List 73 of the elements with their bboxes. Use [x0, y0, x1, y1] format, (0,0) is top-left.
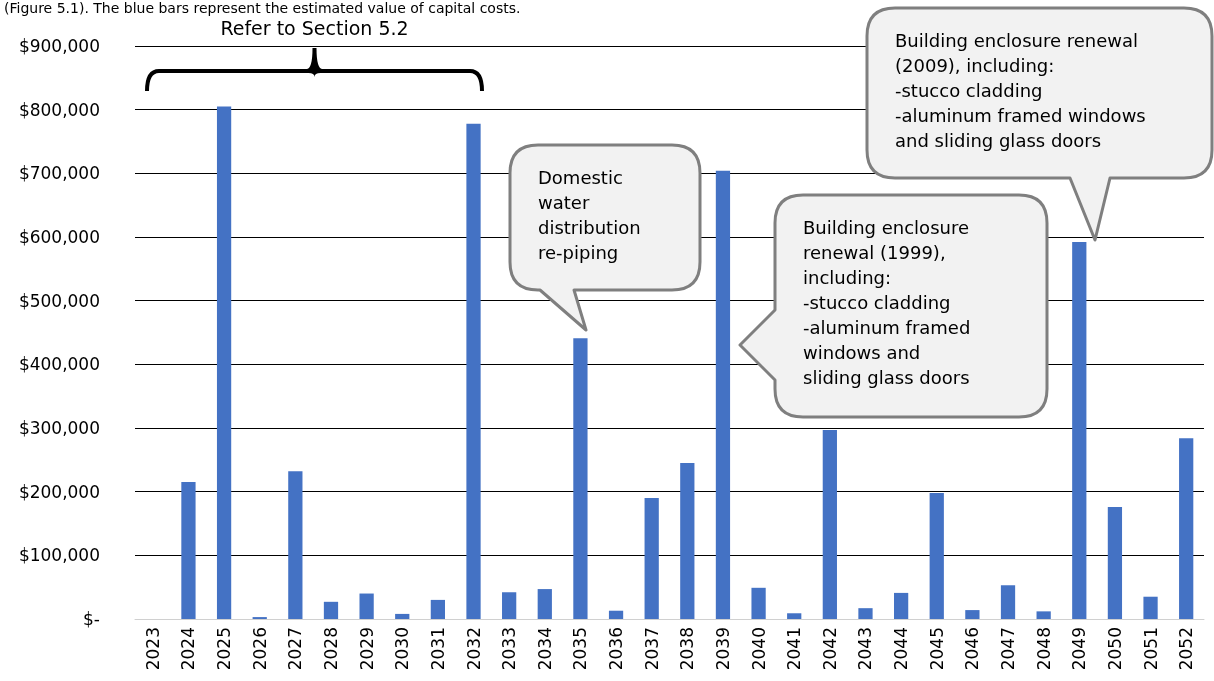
x-tick-label: 2045	[926, 627, 947, 671]
bar	[359, 593, 374, 619]
x-tick-label: 2038	[677, 627, 698, 671]
bar	[216, 106, 232, 619]
x-tick-label: 2046	[962, 627, 983, 671]
x-tick-label: 2036	[606, 627, 627, 671]
x-tick-label: 2037	[641, 627, 662, 671]
x-tick-label: 2047	[998, 627, 1019, 671]
bar	[466, 123, 481, 619]
x-tick-label: 2032	[463, 627, 484, 671]
x-tick-label: 2030	[392, 627, 413, 671]
bar	[502, 592, 517, 619]
bar	[893, 592, 909, 619]
x-tick-label: 2043	[855, 627, 876, 671]
bar	[573, 338, 588, 619]
annotation: Building enclosure renewal (2009), including: -stucco cladding -aluminum framed windows and sliding glass doors	[895, 29, 1146, 153]
text: Refer to Section 5.2	[219, 17, 410, 39]
bar	[644, 498, 659, 619]
y-tick-label: $900,000	[18, 36, 100, 56]
x-tick-label: 2031	[427, 627, 448, 671]
y-tick-label: $400,000	[18, 354, 100, 375]
bar	[1107, 506, 1123, 619]
x-tick-label: 2048	[1033, 627, 1054, 671]
annotation: Building enclosure renewal (1999), including: -stucco cladding -aluminum framed windows and sliding glass doors	[803, 216, 971, 390]
bar	[288, 471, 303, 619]
x-tick-label: 2025	[214, 627, 235, 671]
bar	[1036, 611, 1051, 619]
y-tick-label: $100,000	[18, 545, 100, 566]
bar	[822, 429, 837, 619]
y-tick-label: $600,000	[18, 227, 100, 247]
x-tick-label: 2050	[1104, 627, 1125, 671]
x-tick-label: 2039	[712, 627, 733, 671]
x-tick-label: 2042	[819, 627, 840, 671]
bar	[395, 613, 410, 619]
x-tick-label: 2028	[320, 627, 341, 671]
bar	[751, 587, 766, 619]
bar	[858, 608, 873, 619]
x-tick-label: 2024	[178, 627, 199, 671]
annotation: Domestic water distribution re-piping	[538, 166, 641, 265]
bar	[787, 613, 802, 619]
x-tick-label: 2035	[570, 627, 591, 671]
bar	[1072, 242, 1087, 619]
bar	[537, 589, 552, 619]
y-tick-label: $200,000	[18, 481, 100, 502]
bar	[608, 610, 624, 619]
y-tick-label: $300,000	[18, 418, 100, 438]
x-tick-label: 2026	[249, 627, 270, 671]
bar	[965, 610, 980, 619]
bar	[680, 463, 695, 619]
x-tick-label: 2052	[1176, 627, 1197, 671]
bar	[181, 482, 196, 619]
x-tick-label: 2034	[534, 627, 555, 671]
x-tick-label: 2051	[1140, 627, 1161, 671]
bar	[1143, 596, 1158, 619]
y-tick-label: $500,000	[18, 290, 100, 311]
x-tick-label: 2040	[748, 627, 769, 671]
x-tick-label: 2044	[891, 627, 912, 671]
bar	[1179, 438, 1194, 619]
x-tick-label: 2041	[784, 627, 805, 671]
bar	[1000, 585, 1016, 619]
bar	[715, 170, 731, 619]
bar	[323, 601, 339, 619]
x-tick-label: 2027	[285, 627, 306, 671]
text: (Figure 5.1). The blue bars represent the estimated value of capital costs.	[4, 0, 521, 16]
x-tick-label: 2049	[1069, 627, 1090, 671]
x-tick-label: 2023	[142, 627, 163, 671]
bar	[929, 492, 944, 619]
x-tick-label: 2033	[499, 627, 520, 671]
x-tick-label: 2029	[356, 627, 377, 671]
bar	[430, 599, 446, 619]
y-tick-label: $-	[83, 609, 100, 629]
y-tick-label: $800,000	[18, 99, 100, 120]
y-tick-label: $700,000	[18, 163, 100, 184]
